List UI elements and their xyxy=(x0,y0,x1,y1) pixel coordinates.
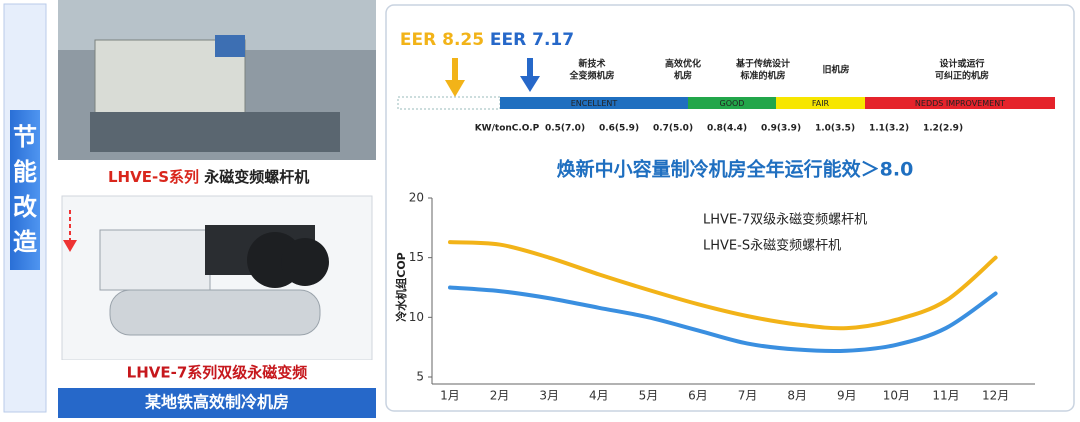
scale-header: 全变频机房 xyxy=(568,70,614,82)
x-tick-label: 4月 xyxy=(589,389,609,403)
caption-bottom-bg xyxy=(58,360,376,386)
sidebar-char: 节 xyxy=(13,123,37,151)
metric-value: 1.1(3.2) xyxy=(869,124,909,134)
scale-band xyxy=(688,97,776,109)
scale-header: 机房 xyxy=(674,70,692,82)
banner: 某地铁高效制冷机房 xyxy=(144,393,289,412)
scale-header: 新技术 xyxy=(578,58,605,70)
arrow-head xyxy=(520,76,540,92)
x-tick-label: 10月 xyxy=(883,389,910,403)
metric-value: 0.7(5.0) xyxy=(653,124,693,134)
sidebar-char: 能 xyxy=(13,158,37,186)
scale-band-label: GOOD xyxy=(720,99,745,108)
x-tick-label: 6月 xyxy=(688,389,708,403)
scale-header: 旧机房 xyxy=(822,64,849,76)
y-tick-label: 5 xyxy=(416,370,424,384)
scale-header: 设计或运行 xyxy=(939,58,984,70)
scale-header: 基于传统设计 xyxy=(735,58,790,70)
x-tick-label: 12月 xyxy=(982,389,1009,403)
eer-low: EER 7.17 xyxy=(490,30,574,50)
scale-band-label: ENCELLENT xyxy=(571,99,618,108)
x-tick-label: 9月 xyxy=(837,389,857,403)
x-tick-label: 5月 xyxy=(639,389,659,403)
caption-bottom: LHVE-7系列双级永磁变频 xyxy=(127,364,308,382)
chart: 5 10 15 20 1月 2月 3月 4月 5月 6月 7月 8月 9月 10月 11月 12月 LHVE-7… xyxy=(409,191,1035,403)
scale-band xyxy=(865,97,1055,109)
x-tick-label: 2月 xyxy=(490,389,510,403)
legend-entry: LHVE-7双级永磁变频螺杆机 xyxy=(703,212,867,228)
x-tick-label: 3月 xyxy=(539,389,559,403)
y-tick-label: 15 xyxy=(409,250,424,264)
scale-header: 可纠正的机房 xyxy=(935,70,989,82)
scale-band-label: NEDDS IMPROVEMENT xyxy=(915,99,1005,108)
sidebar-char: 造 xyxy=(13,228,37,256)
y-tick-label: 20 xyxy=(409,191,424,205)
metric-value: 1.2(2.9) xyxy=(923,124,963,134)
series-line xyxy=(448,240,998,331)
caption-desc: 永磁变频螺杆机 xyxy=(199,168,309,186)
metric-value: 0.6(5.9) xyxy=(599,124,639,134)
legend-entry: LHVE-S永磁变频螺杆机 xyxy=(703,238,841,254)
x-tick-label: 7月 xyxy=(738,389,758,403)
unit-body xyxy=(99,229,211,291)
scale-band-label: FAIR xyxy=(812,99,830,108)
x-tick-label: 8月 xyxy=(787,389,807,403)
sidebar-bar xyxy=(10,110,40,270)
eer-high: EER 8.25 xyxy=(400,30,484,50)
series-line xyxy=(448,285,998,354)
caption-top: LHVE-S系列 永磁变频螺杆机 xyxy=(108,168,309,186)
arrow-shaft xyxy=(527,58,533,78)
x-tick-label: 11月 xyxy=(932,389,959,403)
caption-top-bg xyxy=(58,160,376,192)
scale-header: 高效优化 xyxy=(665,58,701,70)
y-axis-label: 冷水机组COP xyxy=(394,252,408,322)
y-tick-label: 10 xyxy=(409,310,424,324)
arrow-head xyxy=(63,240,77,252)
scale-header: 标准的机房 xyxy=(739,70,785,82)
scale-band xyxy=(500,97,688,109)
arrow-shaft xyxy=(452,58,458,82)
machine-screen xyxy=(215,35,245,57)
x-tick-label: 1月 xyxy=(440,389,460,403)
metric-value: 1.0(3.5) xyxy=(815,124,855,134)
chart-title: 焕新中小容量制冷机房全年运行能效＞8.0 xyxy=(557,158,914,181)
sidebar-char: 改 xyxy=(13,193,37,221)
caption-model: LHVE-S系列 xyxy=(108,168,199,186)
unit-shell xyxy=(109,289,321,336)
scale-band xyxy=(776,97,865,109)
banner-bg xyxy=(58,388,376,418)
metric-label: KW/tonC.O.P xyxy=(475,124,540,134)
metric-value: 0.9(3.9) xyxy=(761,124,801,134)
machine-base xyxy=(90,112,340,152)
metric-value: 0.5(7.0) xyxy=(545,124,585,134)
unit-flange xyxy=(281,238,329,286)
metric-value: 0.8(4.4) xyxy=(707,124,747,134)
arrow-head xyxy=(445,80,465,97)
